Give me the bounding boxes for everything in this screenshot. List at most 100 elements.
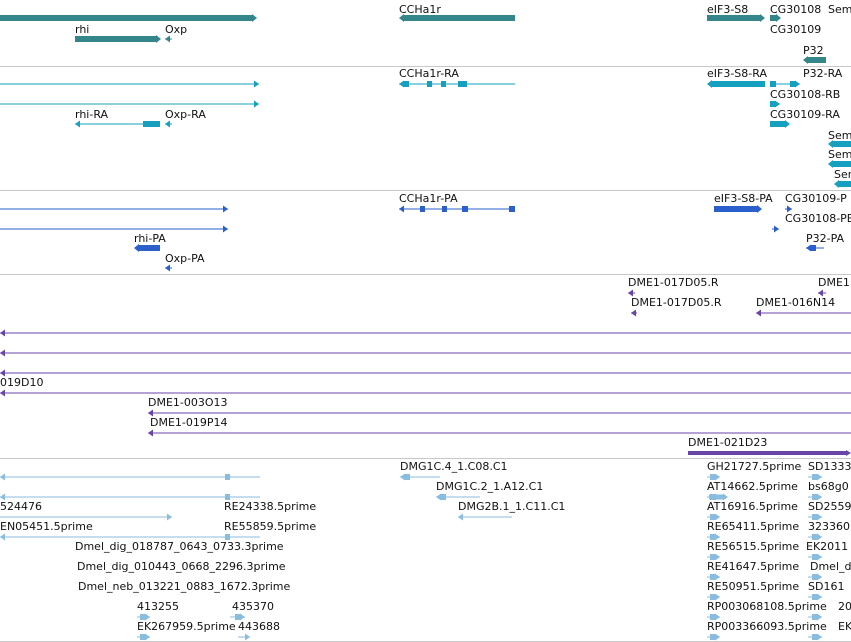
- est-feature-label[interactable]: 20: [838, 600, 851, 613]
- gene-feature-label[interactable]: eIF3-S8: [707, 3, 749, 16]
- est-feature-label[interactable]: 323360: [808, 520, 850, 533]
- est-feature-label[interactable]: SD2559: [808, 500, 851, 513]
- protein-glyph[interactable]: [165, 264, 172, 272]
- est-glyph[interactable]: [238, 633, 250, 641]
- est-glyph[interactable]: [137, 633, 150, 641]
- mrna-feature-label[interactable]: P32-RA: [803, 67, 843, 80]
- est-feature-label[interactable]: bs68g0: [808, 480, 849, 493]
- est-feature-label[interactable]: DMG1C.2_1.A12.C1: [436, 480, 544, 493]
- mrna-glyph[interactable]: [828, 140, 851, 148]
- mrna-glyph[interactable]: [707, 80, 765, 88]
- est-feature-label[interactable]: RE50951.5prime: [707, 580, 800, 593]
- bac-feature-label[interactable]: DME1: [818, 276, 850, 289]
- bac-feature-label[interactable]: DME1-019P14: [150, 416, 228, 429]
- bac-feature-label[interactable]: DME1-017D05.R: [628, 276, 719, 289]
- protein-feature-label[interactable]: eIF3-S8-PA: [714, 192, 773, 205]
- protein-glyph[interactable]: [0, 225, 228, 233]
- gene-glyph[interactable]: [75, 35, 161, 43]
- est-glyph[interactable]: [808, 493, 822, 501]
- est-glyph[interactable]: [436, 493, 480, 501]
- est-feature-label[interactable]: 435370: [232, 600, 274, 613]
- bac-glyph[interactable]: [818, 289, 826, 297]
- gene-feature-label[interactable]: P32: [803, 44, 824, 57]
- gene-feature-label[interactable]: Sem: [828, 3, 851, 16]
- mrna-glyph[interactable]: [0, 100, 259, 108]
- est-feature-label[interactable]: RE55859.5prime: [224, 520, 317, 533]
- protein-glyph[interactable]: [714, 205, 762, 213]
- est-feature-label[interactable]: EK267959.5prime: [137, 620, 236, 633]
- est-feature-label[interactable]: AT14662.5prime: [707, 480, 798, 493]
- mrna-feature-label[interactable]: CG30108-RB: [770, 88, 841, 101]
- est-feature-label[interactable]: RE24338.5prime: [224, 500, 317, 513]
- est-feature-label[interactable]: Dmel_neb_013221_0883_1672.3prime: [78, 580, 291, 593]
- est-feature-label[interactable]: RE56515.5prime: [707, 540, 800, 553]
- est-glyph[interactable]: [808, 573, 822, 581]
- bac-glyph[interactable]: [0, 329, 851, 337]
- gene-glyph[interactable]: [803, 56, 826, 64]
- mrna-glyph[interactable]: [75, 120, 160, 128]
- protein-glyph[interactable]: [806, 244, 824, 252]
- est-glyph[interactable]: [0, 493, 260, 501]
- est-glyph[interactable]: [0, 533, 260, 541]
- est-feature-label[interactable]: GH21727.5prime: [707, 460, 802, 473]
- est-glyph[interactable]: [0, 513, 172, 521]
- bac-feature-label[interactable]: DME1-017D05.R: [631, 296, 722, 309]
- est-feature-label[interactable]: Dmel_d: [810, 560, 851, 573]
- bac-glyph[interactable]: [628, 289, 635, 297]
- est-feature-label[interactable]: DMG1C.4_1.C08.C1: [400, 460, 508, 473]
- est-glyph[interactable]: [707, 553, 720, 561]
- bac-glyph[interactable]: [0, 349, 851, 357]
- est-glyph[interactable]: [707, 633, 720, 641]
- mrna-feature-label[interactable]: Oxp-RA: [165, 108, 206, 121]
- est-glyph[interactable]: [707, 473, 720, 481]
- est-glyph[interactable]: [230, 613, 245, 621]
- mrna-feature-label[interactable]: CCHa1r-RA: [399, 67, 459, 80]
- bac-glyph[interactable]: [148, 429, 851, 437]
- est-glyph[interactable]: [808, 473, 822, 481]
- est-feature-label[interactable]: Dmel_dig_010443_0668_2296.3prime: [77, 560, 286, 573]
- gene-feature-label[interactable]: Oxp: [165, 23, 188, 36]
- protein-feature-label[interactable]: P32-PA: [806, 232, 845, 245]
- est-glyph[interactable]: [808, 593, 822, 601]
- est-glyph[interactable]: [458, 513, 512, 521]
- gene-glyph[interactable]: [0, 14, 257, 22]
- est-glyph[interactable]: [709, 493, 728, 501]
- bac-glyph[interactable]: [756, 309, 851, 317]
- mrna-feature-label[interactable]: Sem: [828, 148, 851, 161]
- gene-glyph[interactable]: [165, 35, 172, 43]
- est-feature-label[interactable]: EN05451.5prime: [0, 520, 93, 533]
- est-glyph[interactable]: [707, 593, 720, 601]
- est-feature-label[interactable]: SD1333: [808, 460, 851, 473]
- est-feature-label[interactable]: EK2011: [806, 540, 849, 553]
- est-feature-label[interactable]: SD161: [808, 580, 845, 593]
- protein-glyph[interactable]: [0, 205, 228, 213]
- est-feature-label[interactable]: 443688: [238, 620, 280, 633]
- mrna-feature-label[interactable]: Sem: [834, 168, 851, 181]
- est-feature-label[interactable]: AT16916.5prime: [707, 500, 798, 513]
- mrna-glyph[interactable]: [770, 80, 800, 88]
- gene-feature-label[interactable]: CCHa1r: [399, 3, 441, 16]
- bac-glyph[interactable]: [631, 309, 637, 317]
- est-feature-label[interactable]: DMG2B.1_1.C11.C1: [458, 500, 566, 513]
- protein-glyph[interactable]: [399, 205, 515, 213]
- est-feature-label[interactable]: RP003068108.5prime: [707, 600, 827, 613]
- protein-feature-label[interactable]: CG30108-PB: [785, 212, 851, 225]
- gene-feature-label[interactable]: CG30108: [770, 3, 822, 16]
- mrna-glyph[interactable]: [770, 120, 790, 128]
- est-feature-label[interactable]: RE41647.5prime: [707, 560, 800, 573]
- est-feature-label[interactable]: RE65411.5prime: [707, 520, 800, 533]
- est-glyph[interactable]: [137, 613, 150, 621]
- protein-glyph[interactable]: [785, 205, 792, 213]
- mrna-feature-label[interactable]: eIF3-S8-RA: [707, 67, 767, 80]
- est-glyph[interactable]: [400, 473, 440, 481]
- est-glyph[interactable]: [707, 533, 720, 541]
- est-glyph[interactable]: [808, 553, 822, 561]
- mrna-glyph[interactable]: [0, 80, 259, 88]
- mrna-glyph[interactable]: [165, 120, 172, 128]
- protein-feature-label[interactable]: Oxp-PA: [165, 252, 205, 265]
- bac-glyph[interactable]: [0, 389, 851, 397]
- gene-feature-label[interactable]: rhi: [75, 23, 90, 36]
- est-glyph[interactable]: [808, 513, 822, 521]
- mrna-glyph[interactable]: [834, 180, 851, 188]
- mrna-glyph[interactable]: [399, 80, 515, 88]
